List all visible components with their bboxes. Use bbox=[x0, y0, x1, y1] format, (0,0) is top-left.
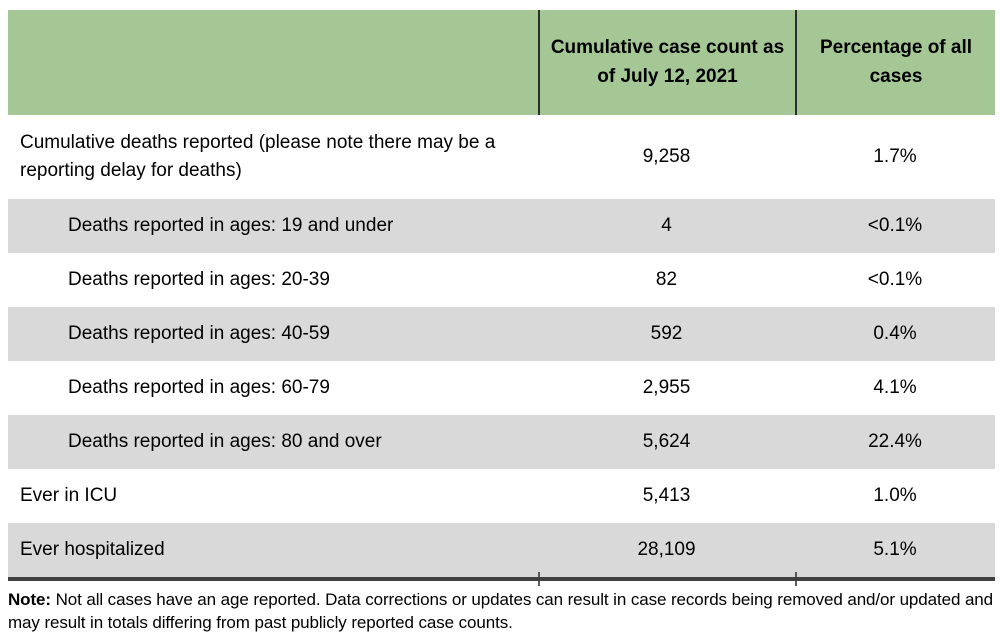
row-label: Deaths reported in ages: 40-59 bbox=[68, 323, 330, 345]
percentage-cell: 1.7% bbox=[873, 146, 917, 167]
row-label: Deaths reported in ages: 80 and over bbox=[68, 431, 382, 453]
percentage-cell: <0.1% bbox=[867, 269, 923, 290]
case-count-cell: 4 bbox=[661, 215, 672, 236]
percentage-cell: 5.1% bbox=[873, 539, 917, 560]
percentage-cell: 0.4% bbox=[873, 323, 917, 344]
case-summary-table: Cumulative case count as of July 12, 202… bbox=[8, 10, 995, 586]
case-count-cell: 592 bbox=[650, 323, 683, 344]
row-label: Ever hospitalized bbox=[20, 539, 165, 561]
case-count-cell: 9,258 bbox=[642, 146, 691, 167]
table-row: Ever hospitalized 28,109 5.1% bbox=[8, 523, 995, 577]
row-label: Ever in ICU bbox=[20, 485, 118, 507]
footnote-text: Not all cases have an age reported. Data… bbox=[8, 590, 994, 632]
header-cumulative-case-count: Cumulative case count as of July 12, 202… bbox=[538, 10, 795, 115]
case-count-cell: 5,413 bbox=[642, 485, 691, 506]
row-label: Deaths reported in ages: 60-79 bbox=[68, 377, 330, 399]
case-count-cell: 28,109 bbox=[637, 539, 696, 560]
table-row: Ever in ICU 5,413 1.0% bbox=[8, 469, 995, 523]
column-divider-tick bbox=[538, 572, 540, 586]
table-row: Deaths reported in ages: 80 and over 5,6… bbox=[8, 415, 995, 469]
column-divider-tick bbox=[795, 572, 797, 586]
row-label: Deaths reported in ages: 20-39 bbox=[68, 269, 330, 291]
row-label: Cumulative deaths reported (please note … bbox=[20, 132, 496, 181]
footnote: Note: Not all cases have an age reported… bbox=[8, 589, 994, 635]
table-row: Deaths reported in ages: 40-59 592 0.4% bbox=[8, 307, 995, 361]
table-header-row: Cumulative case count as of July 12, 202… bbox=[8, 10, 995, 115]
percentage-cell: <0.1% bbox=[867, 215, 923, 236]
case-count-cell: 82 bbox=[655, 269, 678, 290]
table-row: Cumulative deaths reported (please note … bbox=[8, 115, 995, 199]
header-empty-cell bbox=[8, 10, 538, 115]
table-row: Deaths reported in ages: 20-39 82 <0.1% bbox=[8, 253, 995, 307]
header-percentage-of-all-cases: Percentage of all cases bbox=[795, 10, 995, 115]
case-count-cell: 5,624 bbox=[642, 431, 691, 452]
row-label: Deaths reported in ages: 19 and under bbox=[68, 215, 394, 237]
table-bottom-double-border bbox=[8, 572, 995, 586]
table-row: Deaths reported in ages: 60-79 2,955 4.1… bbox=[8, 361, 995, 415]
table-row: Deaths reported in ages: 19 and under 4 … bbox=[8, 199, 995, 253]
percentage-cell: 1.0% bbox=[873, 485, 917, 506]
case-count-cell: 2,955 bbox=[642, 377, 691, 398]
percentage-cell: 4.1% bbox=[873, 377, 917, 398]
percentage-cell: 22.4% bbox=[868, 431, 922, 452]
footnote-label: Note: bbox=[8, 590, 51, 609]
